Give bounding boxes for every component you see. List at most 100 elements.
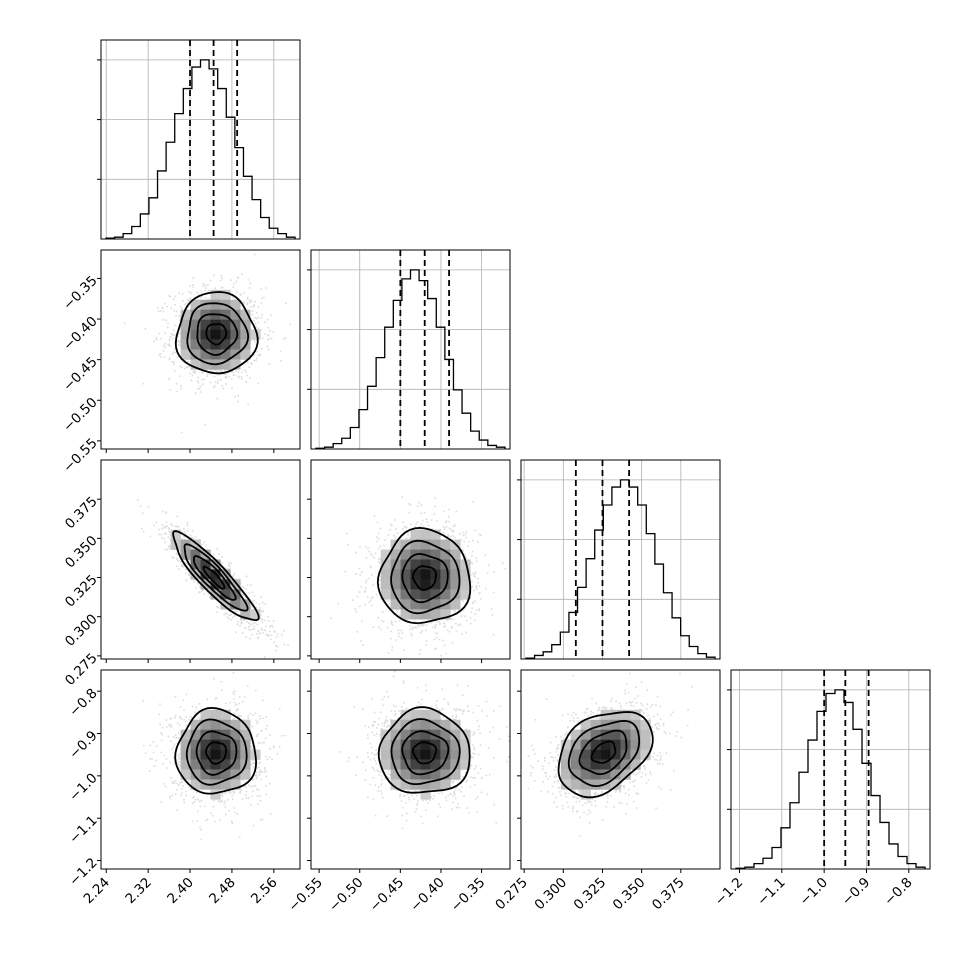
contour-1-2-1 xyxy=(401,552,449,604)
density-cell-1-3 xyxy=(450,739,461,750)
density-cell-2-3 xyxy=(570,759,581,770)
density-cell-1-2 xyxy=(430,579,441,590)
scatter-panel-0-3 xyxy=(97,669,301,873)
density-cell-0-2 xyxy=(200,559,211,570)
density-cell-1-3 xyxy=(420,769,431,780)
density-cell-1-3 xyxy=(380,749,391,760)
density-cell-0-1 xyxy=(220,309,231,320)
density-cell-0-1 xyxy=(190,349,201,360)
y-tick-label-1-2: −0.45 xyxy=(60,354,101,395)
density-cell-2-3 xyxy=(610,719,621,730)
contour-1-3-1 xyxy=(401,730,450,776)
density-cell-0-3 xyxy=(200,719,211,730)
density-cell-1-2 xyxy=(400,589,411,600)
density-cell-2-3 xyxy=(620,769,631,780)
density-cell-0-3 xyxy=(200,749,211,760)
density-cell-1-3 xyxy=(400,739,411,750)
y-tick-label-1-1: −0.50 xyxy=(60,395,101,436)
x-tick-label-3-4: −0.8 xyxy=(881,875,915,909)
contour-2-3-2 xyxy=(567,719,641,788)
density-cell-1-3 xyxy=(440,779,451,790)
contour-0-3-3 xyxy=(174,706,258,795)
scatter-panel-1-3 xyxy=(307,669,511,873)
density-cell-2-3 xyxy=(610,709,621,721)
x-tick-label-1-1: −0.50 xyxy=(326,875,367,916)
scatter-content-0-1 xyxy=(123,253,292,434)
y-tick-label-3-1: −1.1 xyxy=(66,813,100,847)
density-cell-1-2 xyxy=(450,559,461,570)
density-cell-1-2 xyxy=(420,589,431,600)
density-cell-1-2 xyxy=(410,609,421,620)
density-cell-0-1 xyxy=(220,359,231,370)
density-cell-1-2 xyxy=(400,609,411,620)
scatter-points-0-3 xyxy=(142,672,286,841)
density-cell-0-2 xyxy=(250,609,261,620)
y-tick-label-2-2: 0.325 xyxy=(62,572,101,611)
y-tick-label-1-0: −0.55 xyxy=(60,435,101,476)
density-cell-1-3 xyxy=(430,709,441,721)
density-cell-0-1 xyxy=(240,319,251,330)
density-cell-0-3 xyxy=(240,749,251,760)
density-cell-1-3 xyxy=(430,779,441,790)
contour-0-1-3 xyxy=(174,291,259,375)
density-cell-0-3 xyxy=(220,769,231,780)
density-cell-2-3 xyxy=(600,739,611,750)
scatter-content-0-2 xyxy=(136,499,289,658)
density-cell-0-1 xyxy=(180,319,191,330)
density-cell-2-3 xyxy=(640,719,651,730)
x-tick-label-0-3: 2.48 xyxy=(206,875,239,908)
density-cell-1-3 xyxy=(400,769,411,780)
hist-frame-3 xyxy=(730,669,931,870)
density-cell-2-3 xyxy=(640,749,651,760)
scatter-panel-2-3 xyxy=(517,669,721,873)
y-tick-label-2-0: 0.275 xyxy=(62,650,101,689)
density-cell-1-2 xyxy=(460,579,471,590)
panel-frame-0-3 xyxy=(100,669,301,870)
density-cell-1-3 xyxy=(450,759,461,770)
density-cell-0-2 xyxy=(220,589,231,600)
x-tick-label-1-2: −0.45 xyxy=(367,875,408,916)
density-cell-2-3 xyxy=(610,769,621,780)
density-cell-0-1 xyxy=(220,349,231,360)
density-cell-0-3 xyxy=(240,769,251,780)
histogram-steps-3 xyxy=(735,689,926,869)
panel-frame-2-3 xyxy=(520,669,721,870)
histogram-steps-1 xyxy=(315,269,506,449)
density-cell-2-3 xyxy=(600,749,611,760)
density-cell-0-1 xyxy=(230,299,241,310)
density-cell-2-3 xyxy=(640,729,651,740)
y-tick-label-3-2: −1.0 xyxy=(66,770,100,804)
density-cell-1-2 xyxy=(440,609,451,620)
density-cell-2-3 xyxy=(630,729,641,740)
contour-0-2-0 xyxy=(202,565,226,590)
density-cell-0-1 xyxy=(200,359,211,370)
contour-0-1-2 xyxy=(186,302,250,366)
density-cell-2-3 xyxy=(560,739,572,750)
x-tick-label-2-1: 0.300 xyxy=(531,875,570,914)
x-tick-label-2-2: 0.325 xyxy=(571,875,610,914)
panel-frame-0-2 xyxy=(100,459,301,660)
contour-2-3-0 xyxy=(590,740,617,764)
y-tick-label-1-3: −0.40 xyxy=(60,313,101,354)
density-cell-0-3 xyxy=(200,739,211,750)
x-tick-label-3-2: −1.0 xyxy=(796,875,830,909)
x-tick-label-2-0: 0.275 xyxy=(492,875,531,914)
density-cell-2-3 xyxy=(580,729,591,740)
contour-0-1-0 xyxy=(205,323,228,346)
contour-1-3-0 xyxy=(412,741,438,765)
density-cell-1-3 xyxy=(420,759,431,770)
density-cell-1-3 xyxy=(440,769,451,780)
density-cell-2-3 xyxy=(570,769,581,780)
density-cell-0-3 xyxy=(190,759,201,770)
density-cell-1-3 xyxy=(410,729,421,740)
density-cell-1-2 xyxy=(400,569,411,580)
density-cell-1-2 xyxy=(420,559,431,570)
density-cell-1-3 xyxy=(380,739,391,750)
histogram-steps-2 xyxy=(525,479,716,659)
density-cell-0-3 xyxy=(210,729,221,740)
density-cell-0-1 xyxy=(200,349,211,360)
density-cell-1-3 xyxy=(390,779,401,790)
density-cell-1-2 xyxy=(430,549,441,560)
x-tick-label-0-2: 2.40 xyxy=(164,875,197,908)
density-cell-2-3 xyxy=(590,759,601,770)
